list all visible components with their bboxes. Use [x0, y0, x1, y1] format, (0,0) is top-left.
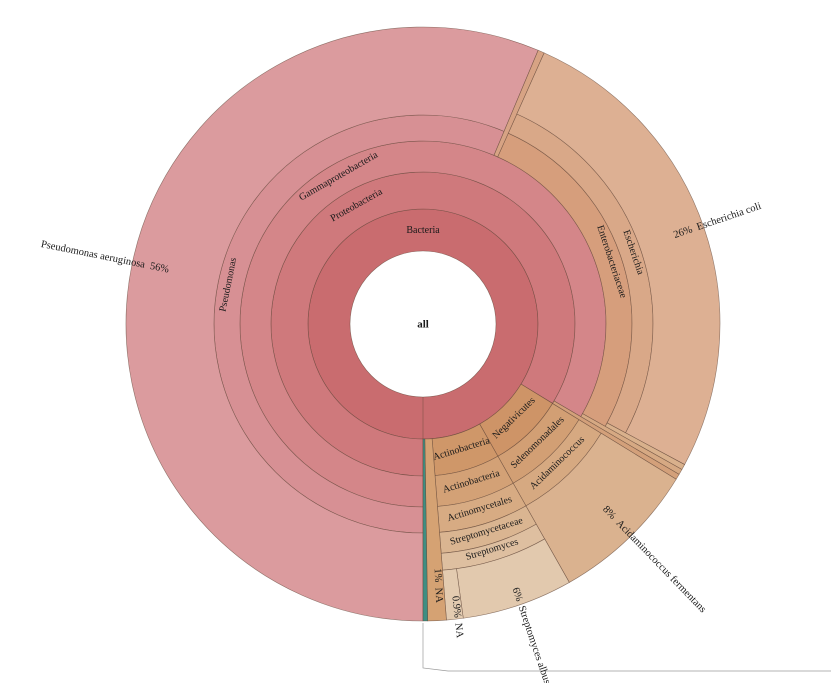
label-bacteria: Bacteria [406, 225, 440, 236]
wedge-pseudomonas-aeruginosa[interactable] [125, 26, 539, 622]
label-acidaminococcus-fermentans: 8% Acidaminococcus fermentans [600, 504, 708, 615]
callout-line [422, 623, 831, 672]
wedge-escherichia-coli[interactable] [516, 52, 721, 465]
label-na-phylum: 1% NA [432, 568, 445, 603]
label-na-species: 0.9% NA [449, 595, 465, 639]
wedge-teal-sliver[interactable] [422, 438, 429, 622]
decor-layer [422, 397, 831, 672]
wedges-layer [125, 26, 721, 622]
center-label[interactable]: all [417, 319, 429, 331]
